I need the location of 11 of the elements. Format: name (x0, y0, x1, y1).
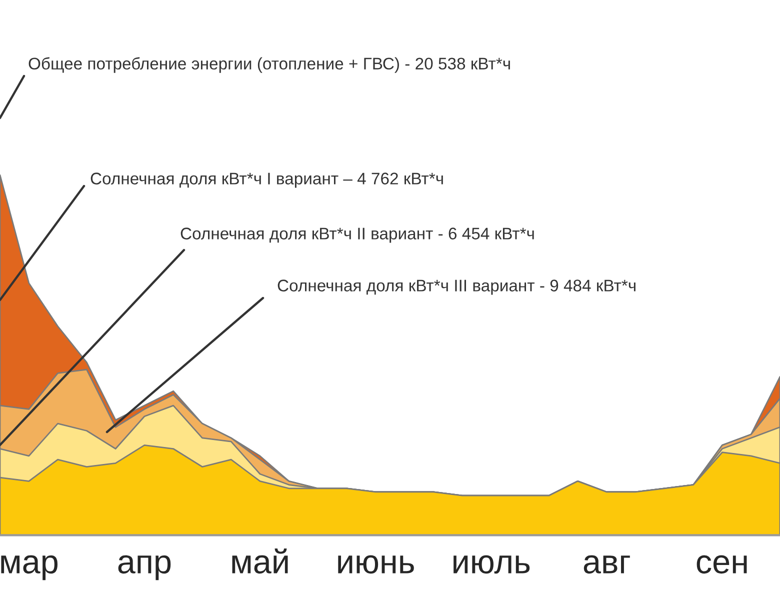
x-tick-label: авг (584, 555, 630, 574)
text: Общее потребление энергии (отопление + ГВС) - 20 538 кВт*ч (28, 57, 510, 73)
annotation: Солнечная доля кВт*ч II вариант - 6 454 кВт*ч (180, 228, 534, 243)
x-tick-label: сен (696, 555, 747, 574)
annotation: Солнечная доля кВт*ч III вариант - 9 484 кВт*ч (278, 280, 636, 295)
x-tick-label: июнь (338, 555, 414, 574)
x-tick-label: май (232, 548, 288, 574)
annotation: Солнечная доля кВт*ч I вариант – 4 762 кВт*ч (90, 172, 443, 188)
x-tick-label: апр (118, 555, 171, 580)
x-tick-label: июль (454, 555, 530, 574)
x-tick-label: мар (1, 555, 58, 580)
